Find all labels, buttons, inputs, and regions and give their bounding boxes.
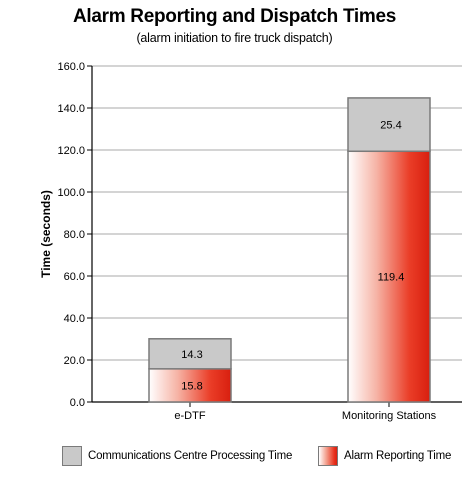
y-tick-label: 100.0 — [57, 187, 85, 199]
y-tick-label: 0.0 — [70, 397, 85, 409]
legend-item-processing: Communications Centre Processing Time — [62, 446, 292, 466]
y-axis-title: Time (seconds) — [39, 190, 53, 278]
y-tick-label: 160.0 — [57, 61, 85, 73]
data-label: 14.3 — [181, 349, 202, 361]
y-tick-label: 120.0 — [57, 145, 85, 157]
bar-processing-monitoring — [347, 97, 431, 153]
legend-label-processing: Communications Centre Processing Time — [88, 450, 293, 462]
chart-subtitle: (alarm initiation to fire truck dispatch… — [136, 31, 333, 45]
y-tick-label: 80.0 — [64, 229, 85, 241]
legend-item-reporting: Alarm Reporting Time — [318, 446, 451, 466]
chart-header: Alarm Reporting and Dispatch Times (alar… — [0, 6, 469, 45]
y-tick-label: 140.0 — [57, 103, 85, 115]
chart-plot: 0.0 20.0 40.0 60.0 80.0 100.0 120.0 140.0 160.0 T… — [39, 61, 462, 422]
y-tick-label: 60.0 — [64, 271, 85, 283]
x-category-label: e-DTF — [174, 410, 205, 422]
chart-title: Alarm Reporting and Dispatch Times — [72, 6, 397, 27]
legend-label-reporting: Alarm Reporting Time — [344, 450, 452, 462]
x-category-label: Monitoring Stations — [342, 410, 437, 422]
data-label: 119.4 — [378, 272, 405, 284]
chart-legend: Communications Centre Processing Time Al… — [0, 444, 469, 472]
legend-swatch-reporting — [318, 446, 338, 466]
bar-alarm-reporting-monitoring — [347, 150, 431, 403]
bar-alarm-reporting-edtf — [148, 368, 232, 403]
legend-swatch-processing — [62, 446, 82, 466]
bar-processing-edtf — [148, 338, 232, 370]
y-tick-label: 20.0 — [64, 355, 85, 367]
y-tick-label: 40.0 — [64, 313, 85, 325]
data-label: 25.4 — [380, 120, 401, 132]
data-label: 15.8 — [181, 380, 202, 392]
